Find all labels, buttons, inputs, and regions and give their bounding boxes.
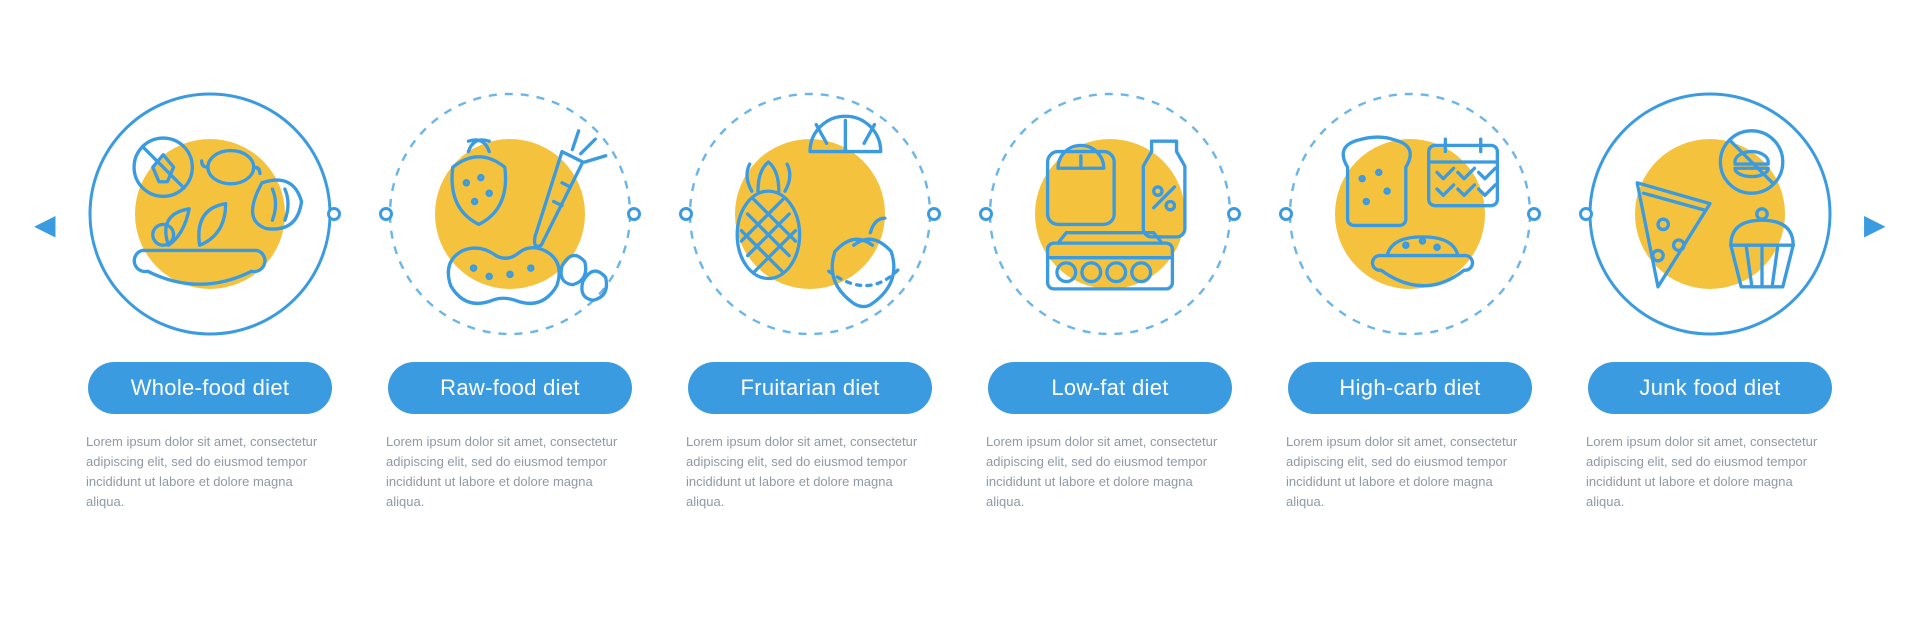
pill-whole-food: Whole-food diet [88,362,332,414]
desc-whole-food: Lorem ipsum dolor sit amet, consectetur … [86,432,334,513]
diet-row: Whole-food diet Lorem ipsum dolor sit am… [0,90,1920,513]
cell-low-fat: Low-fat diet Lorem ipsum dolor sit amet,… [972,90,1248,513]
pill-high-carb: High-carb diet [1288,362,1532,414]
desc-high-carb: Lorem ipsum dolor sit amet, consectetur … [1286,432,1534,513]
pill-label: Raw-food diet [440,375,580,401]
pill-label: Low-fat diet [1051,375,1168,401]
desc-junk-food: Lorem ipsum dolor sit amet, consectetur … [1586,432,1834,513]
cell-whole-food: Whole-food diet Lorem ipsum dolor sit am… [72,90,348,513]
pill-label: High-carb diet [1339,375,1480,401]
badge-low-fat [986,90,1234,338]
pill-fruitarian: Fruitarian diet [688,362,932,414]
pill-label: Whole-food diet [131,375,290,401]
desc-low-fat: Lorem ipsum dolor sit amet, consectetur … [986,432,1234,513]
cell-fruitarian: Fruitarian diet Lorem ipsum dolor sit am… [672,90,948,513]
pill-raw-food: Raw-food diet [388,362,632,414]
raw-food-icon [406,110,614,318]
whole-food-icon [106,110,314,318]
desc-raw-food: Lorem ipsum dolor sit amet, consectetur … [386,432,634,513]
junk-food-icon [1606,110,1814,318]
badge-junk-food [1586,90,1834,338]
badge-high-carb [1286,90,1534,338]
fruitarian-icon [706,110,914,318]
high-carb-icon [1306,110,1514,318]
infographic-canvas: ◀ ◀ [0,0,1920,644]
desc-fruitarian: Lorem ipsum dolor sit amet, consectetur … [686,432,934,513]
badge-fruitarian [686,90,934,338]
cell-raw-food: Raw-food diet Lorem ipsum dolor sit amet… [372,90,648,513]
pill-label: Junk food diet [1639,375,1780,401]
pill-junk-food: Junk food diet [1588,362,1832,414]
badge-whole-food [86,90,334,338]
cell-high-carb: High-carb diet Lorem ipsum dolor sit ame… [1272,90,1548,513]
pill-label: Fruitarian diet [740,375,879,401]
cell-junk-food: Junk food diet Lorem ipsum dolor sit ame… [1572,90,1848,513]
badge-raw-food [386,90,634,338]
low-fat-icon [1006,110,1214,318]
pill-low-fat: Low-fat diet [988,362,1232,414]
